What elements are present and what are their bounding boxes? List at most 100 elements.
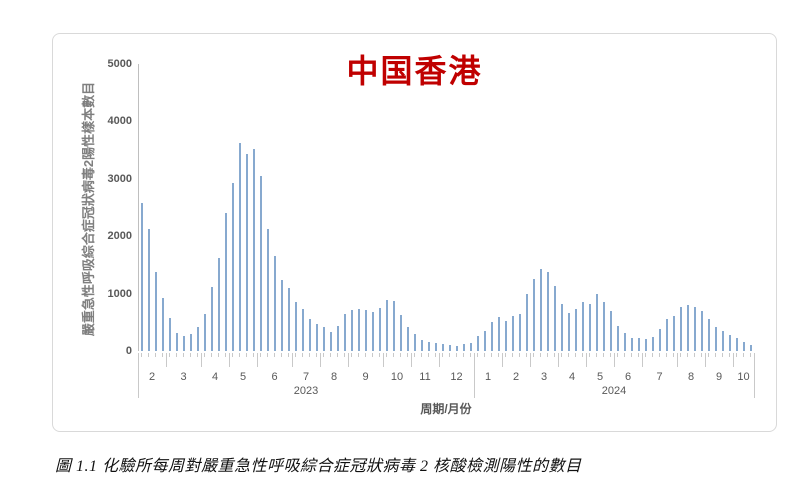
bar: [742, 342, 745, 351]
week-tick: [407, 353, 408, 357]
bar: [434, 343, 437, 351]
bar: [371, 312, 374, 351]
bar: [504, 321, 507, 351]
week-tick: [316, 353, 317, 357]
bar: [707, 319, 710, 351]
week-tick: [652, 353, 653, 357]
bar: [385, 300, 388, 351]
month-label: 11: [419, 371, 431, 383]
y-tick-label: 0: [125, 345, 132, 357]
month-separator: [502, 353, 503, 367]
bar: [224, 213, 227, 351]
month-separator: [586, 353, 587, 367]
week-tick: [575, 353, 576, 357]
week-tick: [638, 353, 639, 357]
week-tick: [421, 353, 422, 357]
bar: [532, 279, 535, 351]
bar: [574, 309, 577, 351]
bar: [567, 313, 570, 351]
month-label: 7: [302, 371, 310, 383]
month-separator: [642, 353, 643, 367]
bar: [287, 288, 290, 351]
bar: [175, 333, 178, 351]
bar: [623, 333, 626, 351]
bar: [399, 315, 402, 351]
bar: [630, 338, 633, 351]
week-tick: [295, 353, 296, 357]
bar: [252, 149, 255, 351]
month-separator: [348, 353, 349, 367]
bar: [644, 339, 647, 351]
month-label: 5: [596, 371, 604, 383]
week-tick: [687, 353, 688, 357]
y-tick-label: 5000: [107, 58, 132, 70]
bar: [714, 327, 717, 351]
month-label: 5: [239, 371, 247, 383]
month-separator: [439, 353, 440, 367]
y-tick-label: 3000: [107, 172, 132, 185]
bar: [518, 314, 521, 351]
bar: [693, 307, 696, 351]
week-tick: [141, 353, 142, 357]
week-tick: [155, 353, 156, 357]
year-separator: [754, 353, 755, 398]
bar: [154, 272, 157, 351]
week-tick: [323, 353, 324, 357]
week-tick: [505, 353, 506, 357]
week-tick: [337, 353, 338, 357]
week-tick: [358, 353, 359, 357]
week-tick: [246, 353, 247, 357]
month-label: 6: [271, 371, 278, 383]
bar: [427, 342, 430, 351]
month-label: 12: [450, 371, 463, 383]
month-separator: [614, 353, 615, 367]
week-tick: [260, 353, 261, 357]
year-separator: [138, 353, 139, 398]
week-tick: [463, 353, 464, 357]
week-tick: [554, 353, 555, 357]
week-tick: [365, 353, 366, 357]
bar: [196, 327, 199, 351]
bar: [469, 343, 472, 351]
bar: [413, 334, 416, 351]
chart-frame: 中国香港 嚴重急性呼吸綜合症冠狀病毒2陽性樣本數目 周期/月份 0 1000 200…: [52, 33, 777, 432]
bar: [525, 294, 528, 351]
bar: [721, 331, 724, 351]
bar: [462, 344, 465, 351]
week-tick: [666, 353, 667, 357]
week-tick: [477, 353, 478, 357]
week-tick: [162, 353, 163, 357]
week-tick: [232, 353, 233, 357]
month-separator: [257, 353, 258, 367]
bar: [483, 331, 486, 351]
year-separator: [474, 353, 475, 398]
week-tick: [631, 353, 632, 357]
bar: [665, 319, 668, 351]
bar: [238, 143, 241, 351]
bar: [441, 344, 444, 351]
bar: [203, 314, 206, 351]
month-label: 3: [180, 371, 187, 383]
bar: [728, 335, 731, 351]
bar: [336, 326, 339, 351]
month-separator: [558, 353, 559, 367]
bar: [189, 334, 192, 351]
chart-title: 中国香港: [346, 53, 483, 89]
week-tick: [386, 353, 387, 357]
month-separator: [320, 353, 321, 367]
bar: [651, 337, 654, 351]
month-label: 2: [512, 371, 520, 383]
week-tick: [267, 353, 268, 357]
week-tick: [169, 353, 170, 357]
bar: [679, 307, 682, 351]
month-separator: [677, 353, 678, 367]
bar: [161, 298, 164, 351]
bar: [749, 345, 752, 351]
bar: [560, 304, 563, 351]
month-separator: [383, 353, 384, 367]
month-label: 10: [390, 371, 404, 383]
bar: [301, 309, 304, 351]
week-tick: [379, 353, 380, 357]
bar: [420, 340, 423, 351]
